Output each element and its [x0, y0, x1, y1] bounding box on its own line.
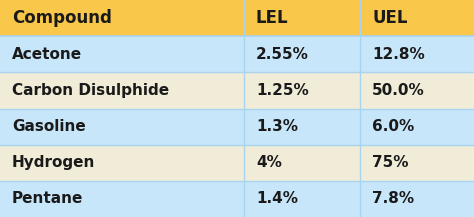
- Bar: [244, 181, 360, 217]
- Text: 4%: 4%: [256, 155, 282, 170]
- Bar: [360, 108, 474, 145]
- Bar: [0, 108, 244, 145]
- Text: 12.8%: 12.8%: [372, 47, 425, 62]
- Text: Carbon Disulphide: Carbon Disulphide: [12, 83, 169, 98]
- Text: 75%: 75%: [372, 155, 409, 170]
- Text: 2.55%: 2.55%: [256, 47, 309, 62]
- Text: 6.0%: 6.0%: [372, 119, 414, 134]
- Text: Hydrogen: Hydrogen: [12, 155, 95, 170]
- Bar: [0, 181, 244, 217]
- Text: Gasoline: Gasoline: [12, 119, 86, 134]
- Bar: [360, 181, 474, 217]
- Bar: [360, 145, 474, 181]
- Text: 50.0%: 50.0%: [372, 83, 425, 98]
- Bar: [0, 72, 244, 108]
- Bar: [360, 72, 474, 108]
- Text: LEL: LEL: [256, 9, 289, 27]
- Text: 7.8%: 7.8%: [372, 191, 414, 206]
- Bar: [0, 36, 244, 72]
- Bar: [0, 145, 244, 181]
- Bar: [244, 145, 360, 181]
- Text: Acetone: Acetone: [12, 47, 82, 62]
- Text: UEL: UEL: [372, 9, 408, 27]
- Bar: [0, 0, 244, 36]
- Text: 1.25%: 1.25%: [256, 83, 309, 98]
- Text: 1.3%: 1.3%: [256, 119, 298, 134]
- Text: 1.4%: 1.4%: [256, 191, 298, 206]
- Bar: [244, 72, 360, 108]
- Text: Compound: Compound: [12, 9, 112, 27]
- Bar: [360, 0, 474, 36]
- Bar: [360, 36, 474, 72]
- Bar: [244, 108, 360, 145]
- Bar: [244, 36, 360, 72]
- Text: Pentane: Pentane: [12, 191, 83, 206]
- Bar: [244, 0, 360, 36]
